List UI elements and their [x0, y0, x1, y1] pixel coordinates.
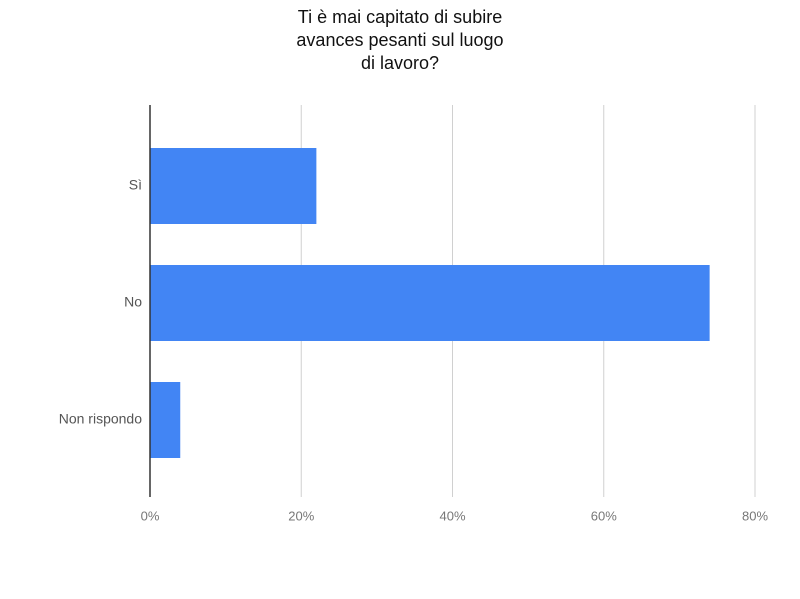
x-tick-label: 20%: [288, 508, 314, 523]
bar: [150, 382, 181, 458]
x-tick-label: 60%: [591, 508, 617, 523]
y-tick-label: No: [124, 294, 142, 310]
chart-title: di lavoro?: [361, 53, 439, 73]
x-tick-label: 0%: [141, 508, 160, 523]
y-tick-label: Non rispondo: [59, 411, 142, 427]
chart-title: avances pesanti sul luogo: [296, 30, 503, 50]
bar: [150, 265, 710, 341]
y-tick-label: Sì: [129, 177, 142, 193]
x-tick-label: 40%: [439, 508, 465, 523]
chart-title: Ti è mai capitato di subire: [298, 7, 502, 27]
bar: [150, 148, 317, 224]
x-tick-label: 80%: [742, 508, 768, 523]
